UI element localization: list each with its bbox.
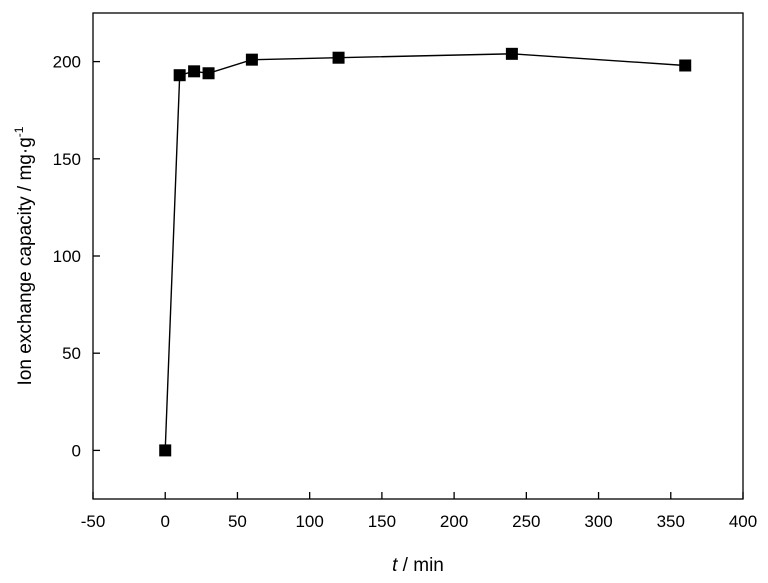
data-point bbox=[245, 53, 258, 66]
data-point bbox=[505, 47, 518, 60]
data-point bbox=[173, 69, 186, 82]
y-tick-label: 50 bbox=[62, 344, 81, 363]
x-tick-label: 0 bbox=[160, 512, 169, 531]
x-axis-ticks: -50 0 50 100 150 200 250 300 350 400 bbox=[81, 492, 757, 531]
x-axis-label-variable: t bbox=[392, 555, 398, 576]
x-tick-label: 300 bbox=[584, 512, 612, 531]
y-tick-label: 100 bbox=[53, 247, 81, 266]
x-axis-label-unit: / min bbox=[397, 555, 443, 576]
x-tick-label: 50 bbox=[228, 512, 247, 531]
y-tick-label: 0 bbox=[72, 441, 81, 460]
data-point bbox=[202, 67, 215, 80]
data-markers bbox=[159, 47, 692, 457]
x-tick-label: 350 bbox=[657, 512, 685, 531]
plot-frame bbox=[92, 12, 744, 500]
data-point bbox=[159, 444, 172, 457]
x-tick-label: 250 bbox=[512, 512, 540, 531]
data-point bbox=[188, 65, 201, 78]
x-tick-label: 150 bbox=[368, 512, 396, 531]
y-tick-label: 150 bbox=[53, 150, 81, 169]
series-line bbox=[164, 53, 686, 451]
y-axis-label-main: Ion exchange capacity / mg·g bbox=[15, 137, 36, 385]
data-point bbox=[679, 59, 692, 72]
x-tick-label: 400 bbox=[729, 512, 757, 531]
x-tick-label: -50 bbox=[81, 512, 106, 531]
data-point bbox=[332, 51, 345, 64]
x-tick-label: 200 bbox=[440, 512, 468, 531]
y-axis-ticks: 0 50 100 150 200 bbox=[53, 53, 100, 460]
x-axis-label: t / min bbox=[392, 555, 444, 576]
y-tick-label: 200 bbox=[53, 53, 81, 72]
y-axis-label-superscript: -1 bbox=[12, 126, 26, 137]
x-tick-label: 100 bbox=[295, 512, 323, 531]
y-axis-label: Ion exchange capacity / mg·g-1 bbox=[12, 126, 36, 385]
